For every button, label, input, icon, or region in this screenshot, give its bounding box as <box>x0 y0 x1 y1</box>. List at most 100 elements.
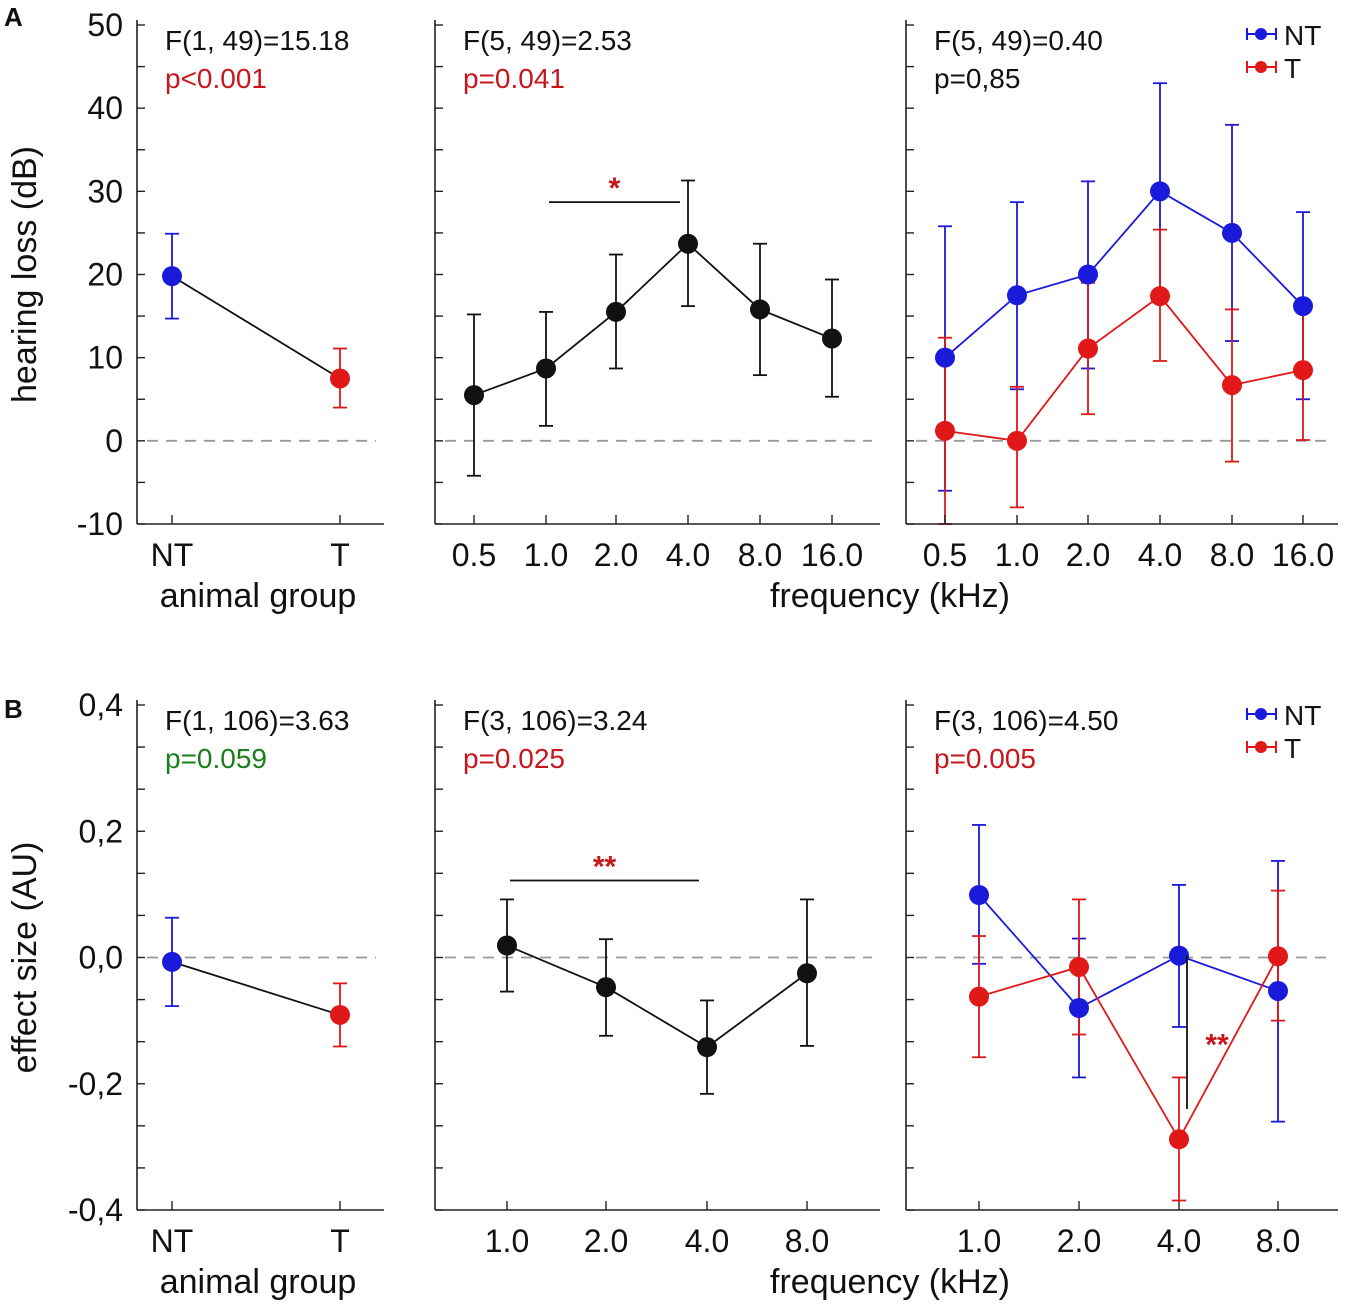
a3-point-nt <box>1222 222 1242 243</box>
b1-y-axis-label: effect size (AU) <box>6 842 44 1074</box>
a2-x-tick-label: 8.0 <box>738 537 782 573</box>
b1-y-tick-label: 0,4 <box>79 687 123 723</box>
b1-p-value: p=0.059 <box>165 743 267 774</box>
a3-series-line-nt <box>944 190 1304 359</box>
b3-x-tick-label: 4.0 <box>1157 1223 1201 1259</box>
b3-point-t <box>1268 946 1288 967</box>
a1-y-axis-label: hearing loss (dB) <box>6 146 44 403</box>
a3-legend-label: T <box>1284 53 1301 84</box>
a3-x-tick-label: 2.0 <box>1066 537 1110 573</box>
a3-legend-label: NT <box>1284 20 1321 51</box>
data-lines <box>147 82 1330 1202</box>
b3-x-tick-label: 8.0 <box>1256 1223 1300 1259</box>
a2-sig-label: * <box>609 172 621 205</box>
a1-connect-line <box>171 275 341 380</box>
b2-point-all <box>697 1037 717 1058</box>
a3-point-nt <box>1150 181 1170 202</box>
a3-legend-marker <box>1255 28 1267 40</box>
b2-point-all <box>797 963 817 984</box>
a3-point-t <box>1150 286 1170 307</box>
a1-x-axis-label: animal group <box>160 577 357 615</box>
a2-point-all <box>822 328 842 349</box>
b3-legend-label: T <box>1284 733 1301 764</box>
a1-y-tick-label: 30 <box>87 173 123 209</box>
b3-legend-label: NT <box>1284 700 1321 731</box>
b1-y-tick-label: -0,2 <box>68 1066 123 1102</box>
a3-point-t <box>1222 375 1242 396</box>
a3-point-t <box>1078 338 1098 359</box>
b3-legend-marker <box>1255 741 1267 753</box>
a3-x-tick-label: 1.0 <box>995 537 1039 573</box>
b2-sig-label: ** <box>593 850 617 883</box>
a2-point-all <box>750 299 770 320</box>
b1-x-tick-label: NT <box>151 1223 194 1259</box>
b3-point-nt <box>969 885 989 906</box>
b3-point-t <box>1069 956 1089 977</box>
a3-point-nt <box>1007 285 1027 306</box>
a1-y-tick-label: 10 <box>87 340 123 376</box>
b3-point-t <box>1169 1129 1189 1150</box>
a1-p-value: p<0.001 <box>165 63 267 94</box>
b1-x-axis-label: animal group <box>160 1263 357 1301</box>
a2-p-value: p=0.041 <box>463 63 565 94</box>
b3-point-nt <box>1069 998 1089 1018</box>
b1-y-tick-label: 0,0 <box>79 940 123 976</box>
a2-series-line-all <box>473 242 833 396</box>
b3-sig-label: ** <box>1205 1028 1229 1061</box>
b3-point-nt <box>1169 945 1189 966</box>
a3-point-nt <box>1293 296 1313 317</box>
a2-x-tick-label: 16.0 <box>801 537 863 573</box>
panel-label-a: A <box>4 2 23 32</box>
a2-x-tick-label: 2.0 <box>594 537 638 573</box>
a1-point-nt <box>162 266 182 287</box>
a2-x-tick-label: 0.5 <box>452 537 496 573</box>
a3-point-t <box>1293 360 1313 381</box>
a2-point-all <box>606 301 626 322</box>
a2-point-all <box>464 385 484 406</box>
a3-series-line-t <box>944 294 1304 442</box>
b2-p-value: p=0.025 <box>463 743 565 774</box>
a3-point-nt <box>935 347 955 368</box>
b1-y-tick-label: -0,4 <box>68 1192 123 1228</box>
b3-legend-marker <box>1255 708 1267 720</box>
b1-point-nt <box>162 951 182 972</box>
a2-point-all <box>536 358 556 379</box>
a3-x-tick-label: 4.0 <box>1138 537 1182 573</box>
b2-stat-text: F(3, 106)=3.24 <box>463 705 647 736</box>
b3-x-axis-label: frequency (kHz) <box>770 1263 1010 1301</box>
b2-x-tick-label: 1.0 <box>485 1223 529 1259</box>
a2-point-all <box>678 233 698 254</box>
a1-y-tick-label: 50 <box>87 7 123 43</box>
b3-point-nt <box>1268 980 1288 1001</box>
a1-y-tick-label: 40 <box>87 90 123 126</box>
a3-point-t <box>935 420 955 441</box>
b2-x-tick-label: 4.0 <box>685 1223 729 1259</box>
a2-x-tick-label: 1.0 <box>524 537 568 573</box>
b1-y-tick-label: 0,2 <box>79 813 123 849</box>
a3-p-value: p=0,85 <box>934 63 1020 94</box>
b2-series-line-all <box>506 944 808 1049</box>
a3-point-t <box>1007 430 1027 451</box>
b3-x-tick-label: 2.0 <box>1057 1223 1101 1259</box>
b1-connect-line <box>171 961 341 1016</box>
b2-point-all <box>596 977 616 998</box>
a3-x-tick-label: 0.5 <box>923 537 967 573</box>
panel-label-b: B <box>4 694 23 724</box>
a3-point-nt <box>1078 264 1098 285</box>
a1-stat-text: F(1, 49)=15.18 <box>165 25 349 56</box>
a3-x-tick-label: 8.0 <box>1210 537 1254 573</box>
b3-x-tick-label: 1.0 <box>957 1223 1001 1259</box>
a1-y-tick-label: 20 <box>87 257 123 293</box>
a3-x-tick-label: 16.0 <box>1272 537 1334 573</box>
a1-y-tick-label: 0 <box>105 423 123 459</box>
a2-x-tick-label: 4.0 <box>666 537 710 573</box>
b2-x-tick-label: 8.0 <box>785 1223 829 1259</box>
b3-series-line-nt <box>978 894 1279 1010</box>
a3-legend-marker <box>1255 61 1267 73</box>
b3-p-value: p=0.005 <box>934 743 1036 774</box>
a2-stat-text: F(5, 49)=2.53 <box>463 25 632 56</box>
a3-stat-text: F(5, 49)=0.40 <box>934 25 1103 56</box>
b3-point-t <box>969 986 989 1007</box>
